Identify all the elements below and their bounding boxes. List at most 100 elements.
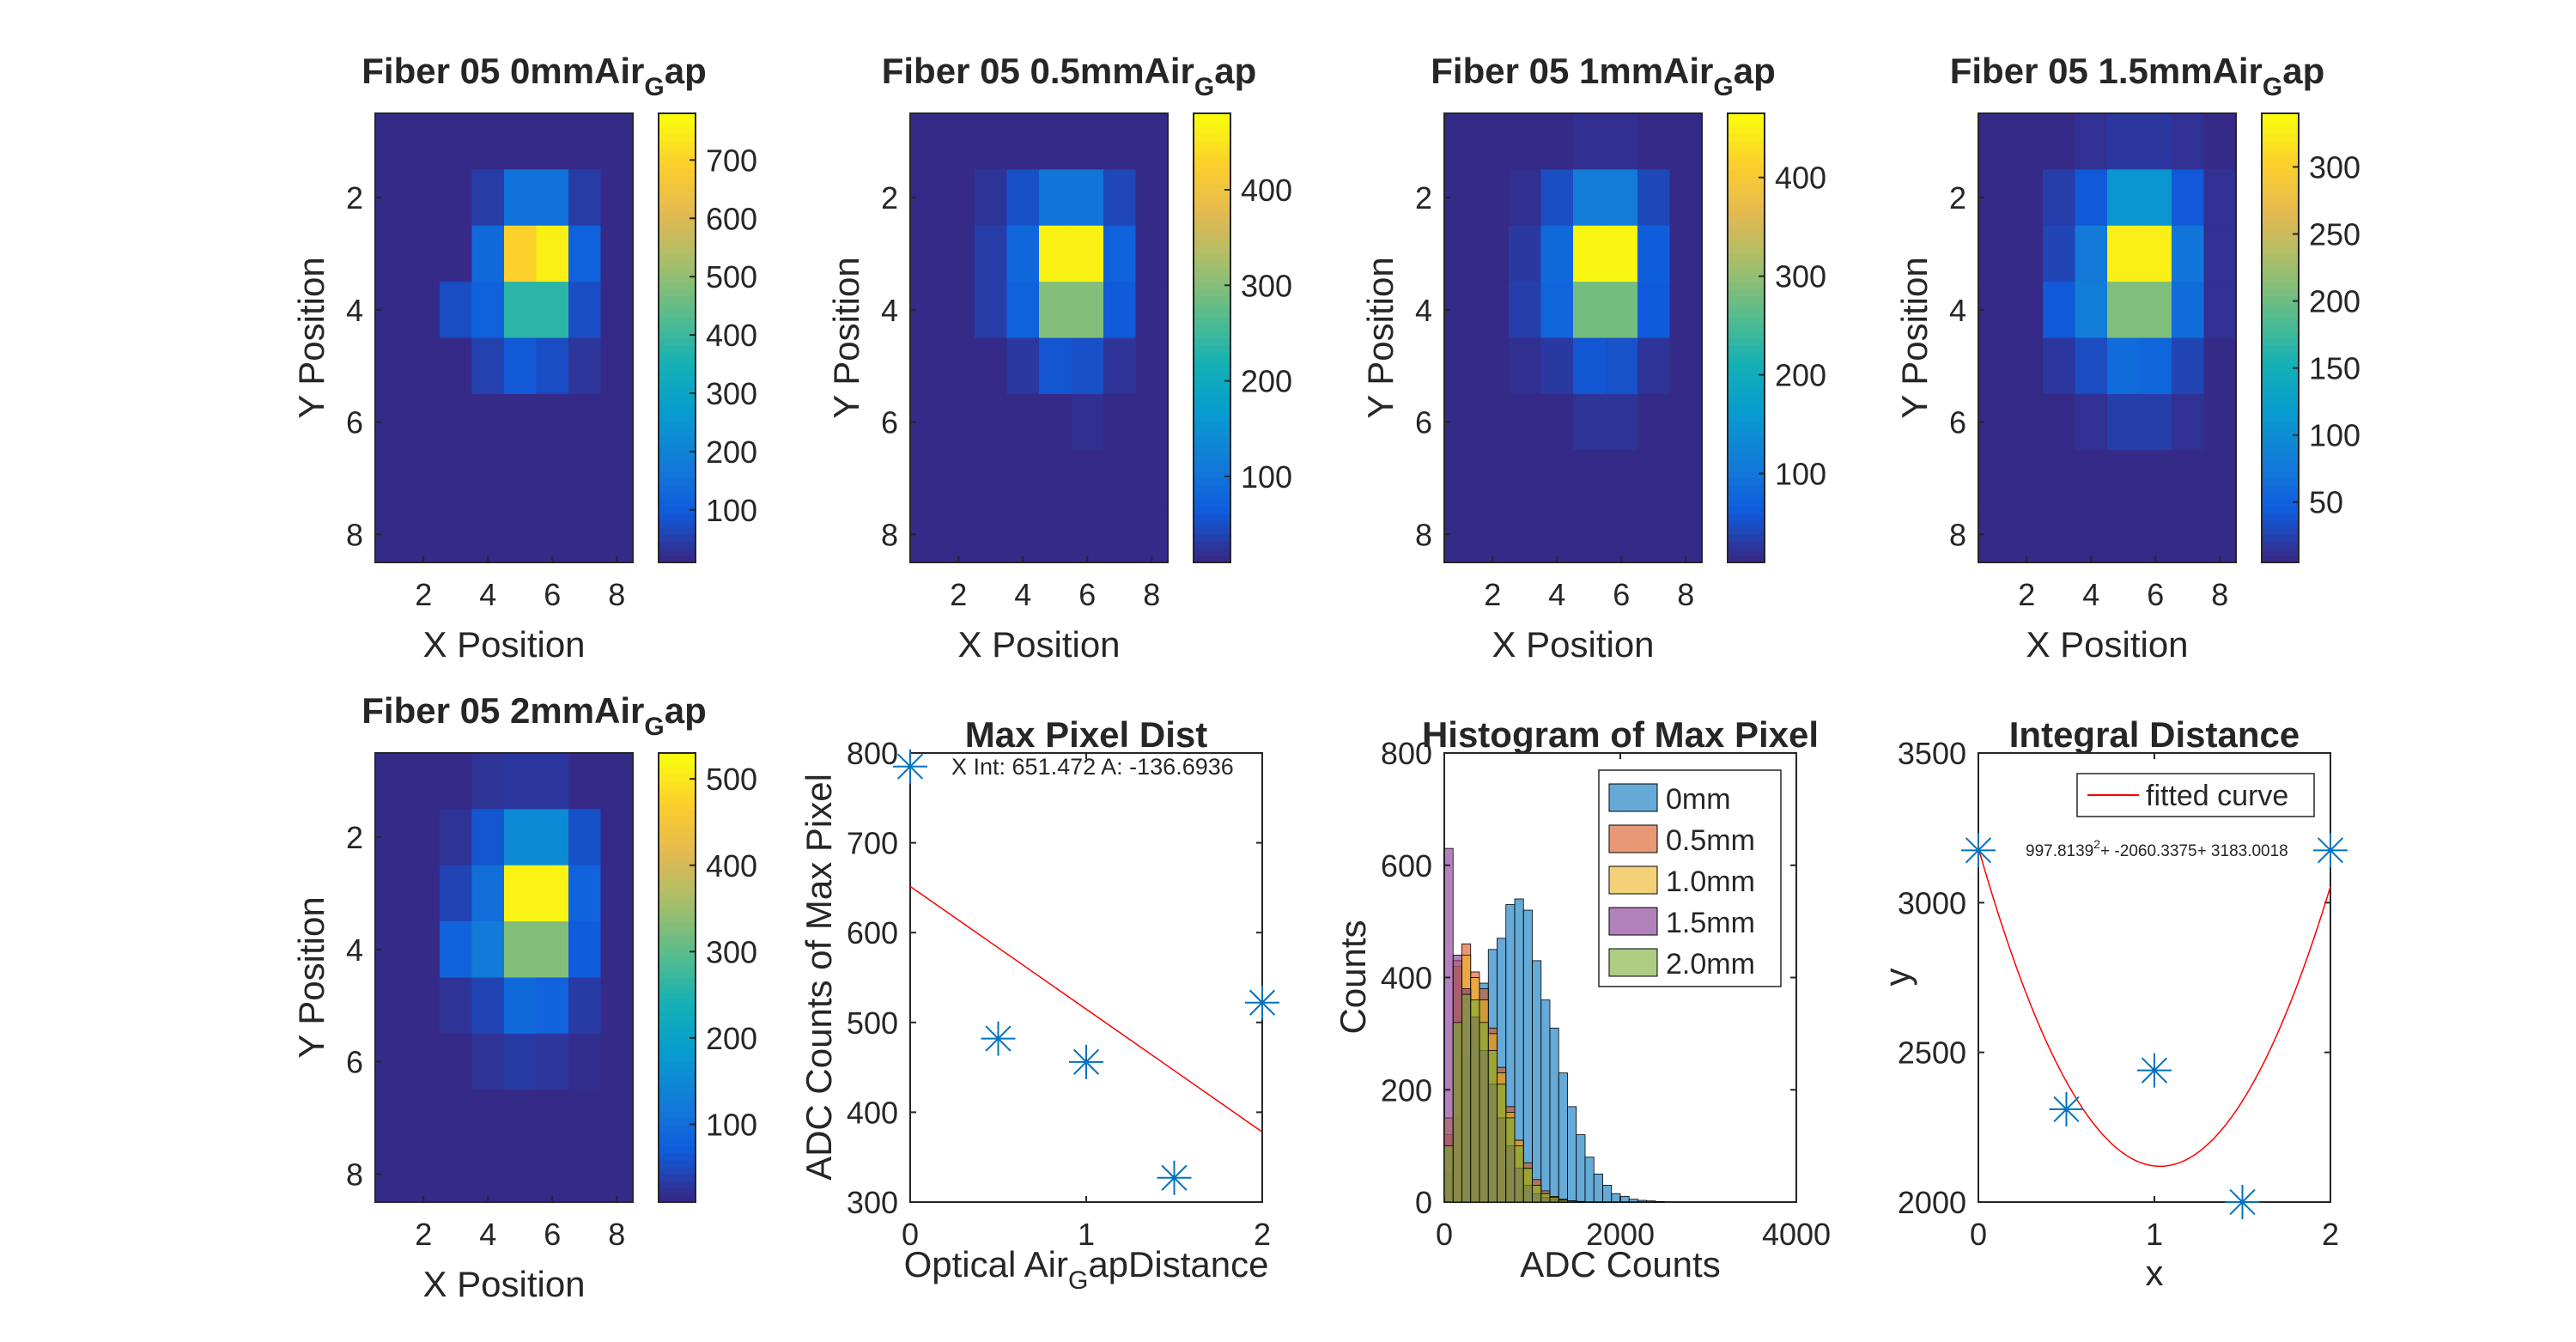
colorbar-step <box>1194 253 1230 262</box>
colorbar-step <box>2262 274 2299 282</box>
colorbar-step <box>2262 260 2299 269</box>
x-tick-label: 1 <box>1078 1217 1095 1252</box>
colorbar-step <box>1194 359 1230 367</box>
colorbar-step <box>659 1096 696 1105</box>
colorbar-step <box>1728 169 1765 178</box>
colorbar-step <box>2262 309 2299 318</box>
heatmap-cell <box>471 225 505 282</box>
colorbar-step <box>1728 477 1765 486</box>
colorbar-step <box>1728 288 1765 297</box>
colorbar-step <box>659 1181 696 1189</box>
colorbar-step <box>659 127 696 136</box>
colorbar-step <box>1728 548 1765 556</box>
heatmap-cell <box>1637 337 1670 395</box>
colorbar-step <box>659 970 696 979</box>
colorbar-step <box>2262 373 2299 381</box>
colorbar-step <box>659 534 696 543</box>
heatmap-cell <box>2107 169 2140 227</box>
heatmap-title: Fiber 05 1mmAirGap <box>1431 51 1776 101</box>
colorbar-step <box>1194 141 1230 149</box>
y-tick-label: 700 <box>847 826 898 861</box>
y-tick-label: 600 <box>847 915 898 950</box>
colorbar-step <box>2262 513 2299 521</box>
colorbar-step <box>659 760 696 768</box>
heatmap-cell <box>2010 282 2044 338</box>
colorbar-step <box>1194 393 1230 402</box>
colorbar-step <box>659 183 696 191</box>
colorbar-step <box>659 809 696 817</box>
integral-equation: 997.81392+ -2060.3375+ 3183.0018 <box>2026 837 2288 860</box>
heatmap-xlabel: X Position <box>422 1264 585 1304</box>
heatmap-cell <box>1476 450 1510 507</box>
heatmap-cell <box>1637 113 1670 170</box>
colorbar-step <box>659 949 696 957</box>
colorbar-step <box>1194 527 1230 535</box>
x-tick-label: 2 <box>2018 577 2035 612</box>
colorbar-step <box>659 274 696 282</box>
data-point <box>2137 1053 2172 1088</box>
heatmap-cell <box>1637 169 1670 227</box>
maxpix-annotation: X Int: 651.472 A: -136.6936 <box>951 754 1234 780</box>
colorbar-step <box>1728 274 1765 282</box>
heatmap-cell <box>536 113 569 170</box>
colorbar-tick-label: 200 <box>706 1021 757 1056</box>
heatmap-cell <box>1006 169 1040 227</box>
heatmap-axes-frame <box>909 112 1169 563</box>
colorbar-step <box>659 871 696 880</box>
heatmap-cell <box>942 450 975 507</box>
heatmap-ylabel: Y Position <box>291 896 331 1058</box>
colorbar-step <box>659 1090 696 1098</box>
colorbar-step <box>1728 127 1765 136</box>
colorbar-step <box>659 176 696 185</box>
heatmap-cell <box>536 450 569 507</box>
colorbar-step <box>2262 331 2299 339</box>
colorbar-step <box>659 506 696 514</box>
heatmap-cell <box>407 921 440 978</box>
colorbar-step <box>2262 499 2299 507</box>
colorbar-step <box>1194 541 1230 550</box>
colorbar-step <box>659 428 696 437</box>
heatmap-cell <box>471 921 505 978</box>
histogram-bar <box>1584 1157 1595 1203</box>
heatmap-cell <box>536 809 569 866</box>
y-tick-label: 4 <box>346 293 363 328</box>
integral-title: Integral Distance <box>2009 714 2300 755</box>
x-tick-label: 8 <box>608 1217 625 1252</box>
heatmap-cell <box>407 450 440 507</box>
heatmap-cell <box>1637 282 1670 338</box>
colorbar-step <box>1194 435 1230 444</box>
colorbar-step <box>1728 225 1765 234</box>
colorbar-step <box>2262 386 2299 395</box>
heatmap-cell <box>1978 225 2011 282</box>
colorbar-step <box>2262 428 2299 437</box>
colorbar-step <box>2262 169 2299 178</box>
heatmap-cell <box>471 337 505 395</box>
histogram-bar <box>1567 1200 1577 1203</box>
heatmap-cell <box>600 169 634 227</box>
heatmap-cell <box>536 169 569 227</box>
colorbar-step <box>2262 337 2299 346</box>
colorbar-tick-label: 200 <box>1775 358 1826 393</box>
colorbar-step <box>1728 471 1765 479</box>
colorbar-step <box>1194 471 1230 479</box>
heatmap-cell <box>471 865 505 922</box>
y-tick-label: 500 <box>847 1005 898 1041</box>
heatmap-cell <box>600 450 634 507</box>
colorbar-step <box>2262 422 2299 430</box>
x-tick-label: 2 <box>1254 1217 1271 1252</box>
heatmap-cell <box>1978 113 2011 170</box>
colorbar-step <box>1194 274 1230 282</box>
heatmap-cell <box>1509 450 1541 507</box>
colorbar-step <box>1728 457 1765 465</box>
heatmap-xlabel: X Position <box>1492 624 1654 665</box>
colorbar-step <box>1728 393 1765 402</box>
heatmap-cell <box>1540 506 1574 563</box>
colorbar-step <box>659 386 696 395</box>
heatmap-title: Fiber 05 0.5mmAirGap <box>882 51 1257 101</box>
data-point <box>2313 833 2348 868</box>
y-tick-label: 800 <box>847 736 898 771</box>
heatmap-title: Fiber 05 0mmAirGap <box>361 51 707 101</box>
colorbar-step <box>659 162 696 170</box>
heatmap-cell <box>1573 506 1606 563</box>
x-tick-label: 2 <box>1484 577 1501 612</box>
